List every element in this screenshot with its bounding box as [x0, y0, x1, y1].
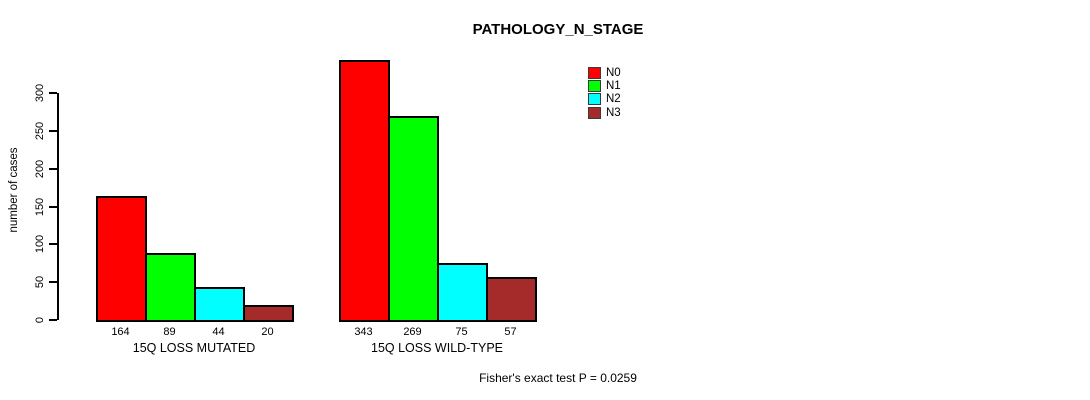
legend-label: N0: [606, 66, 621, 79]
y-axis-line: [57, 93, 59, 320]
group-label-wild-type: 15Q LOSS WILD-TYPE: [371, 341, 503, 355]
y-axis-tick: [49, 281, 57, 284]
y-axis-tick: [49, 319, 57, 321]
bar-value-label: 89: [163, 326, 176, 338]
legend-item-n1: N1: [588, 79, 621, 93]
y-axis-tick: [49, 129, 57, 132]
y-axis-label: number of cases: [8, 147, 20, 233]
y-axis-tick: [49, 167, 57, 170]
chart-title: PATHOLOGY_N_STAGE: [472, 21, 644, 38]
y-axis-tick-label: 100: [34, 235, 46, 254]
fisher-test-footnote: Fisher's exact test P = 0.0259: [479, 371, 637, 385]
group-label-mutated: 15Q LOSS MUTATED: [132, 341, 256, 355]
legend-item-n0: N0: [588, 66, 621, 79]
legend: N0 N1 N2 N3: [588, 66, 621, 120]
y-axis-tick: [49, 205, 57, 208]
legend-swatch-n2: [588, 93, 601, 106]
bar-n3-mutated: [243, 304, 294, 322]
bar-n3-wild-type: [486, 276, 537, 322]
y-axis-tick-label: 300: [34, 83, 46, 103]
legend-label: N2: [606, 93, 621, 106]
legend-label: N3: [606, 106, 621, 119]
legend-swatch-n3: [588, 106, 601, 119]
bar-value-label: 57: [504, 326, 517, 338]
y-axis-tick-label: 150: [34, 197, 46, 216]
bar-n0-mutated: [96, 195, 147, 322]
y-axis-tick: [49, 243, 57, 246]
y-axis-tick: [49, 92, 57, 94]
bar-n1-mutated: [145, 252, 196, 322]
bar-value-label: 269: [403, 326, 422, 338]
y-axis-tick-label: 250: [34, 121, 46, 141]
y-axis-tick-label: 0: [34, 316, 46, 324]
bar-n1-wild-type: [388, 116, 439, 322]
legend-label: N1: [606, 80, 621, 93]
bar-value-label: 44: [212, 326, 225, 338]
y-axis-tick-label: 200: [34, 159, 46, 178]
bar-n0-wild-type: [339, 60, 390, 322]
legend-swatch-n0: [588, 66, 601, 79]
legend-item-n2: N2: [588, 93, 621, 106]
bar-value-label: 20: [261, 326, 274, 338]
legend-swatch-n1: [588, 80, 601, 93]
bar-value-label: 75: [455, 326, 468, 338]
legend-item-n3: N3: [588, 106, 621, 119]
bar-n2-mutated: [194, 286, 245, 322]
y-axis-tick-label: 50: [34, 276, 46, 289]
bar-value-label: 164: [111, 326, 130, 338]
bar-value-label: 343: [354, 326, 373, 338]
bar-n2-wild-type: [437, 263, 488, 322]
